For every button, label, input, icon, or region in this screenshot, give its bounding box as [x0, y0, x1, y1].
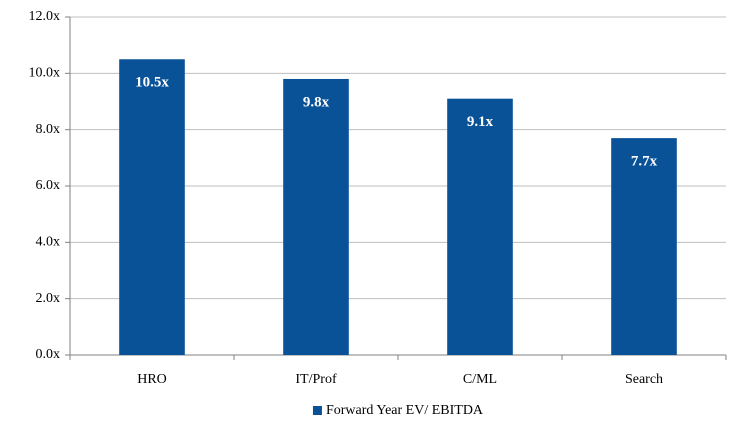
data-label: 10.5x	[135, 75, 169, 91]
bar	[447, 98, 513, 355]
y-tick-label: 4.0x	[36, 235, 61, 250]
y-tick-label: 2.0x	[36, 291, 61, 306]
bar	[283, 78, 349, 355]
data-label: 9.1x	[467, 114, 494, 130]
legend-swatch	[312, 406, 322, 415]
x-tick-label: HRO	[137, 372, 167, 387]
y-tick-label: 0.0x	[36, 347, 61, 362]
data-label: 9.8x	[303, 94, 330, 110]
y-tick-label: 6.0x	[36, 178, 61, 193]
y-tick-label: 12.0x	[29, 9, 61, 24]
data-label: 7.7x	[631, 154, 658, 170]
bar	[119, 59, 185, 355]
x-tick-label: Search	[625, 372, 663, 387]
legend-label: Forward Year EV/ EBITDA	[326, 403, 484, 418]
y-tick-label: 10.0x	[29, 66, 61, 81]
x-tick-label: IT/Prof	[295, 372, 337, 387]
y-tick-label: 8.0x	[36, 122, 61, 137]
bar	[611, 138, 677, 355]
x-tick-label: C/ML	[463, 372, 497, 387]
